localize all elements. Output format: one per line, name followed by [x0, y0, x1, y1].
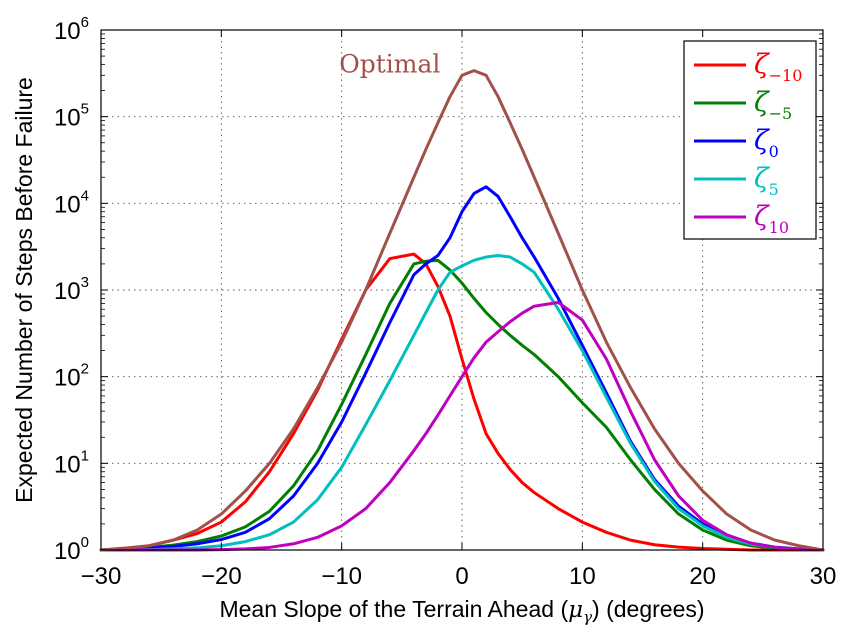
y-tick-label: 101	[54, 447, 89, 478]
x-axis-label-symbol: μ	[568, 597, 583, 623]
annotations: Optimal	[339, 49, 440, 78]
y-axis-label: Expected Number of Steps Before Failure	[11, 77, 37, 503]
x-tick-label: 20	[689, 563, 716, 590]
x-axis-label-text: Mean Slope of the Terrain Ahead	[219, 596, 554, 622]
y-tick-label: 105	[54, 101, 89, 132]
annotation-optimal: Optimal	[339, 49, 440, 78]
y-tick-label: 106	[54, 14, 89, 45]
x-tick-label: −10	[321, 563, 362, 590]
x-tick-label: −30	[81, 563, 122, 590]
x-axis-label-unit: (degrees)	[606, 596, 704, 622]
x-tick-label: 30	[810, 563, 837, 590]
x-tick-label: 10	[569, 563, 596, 590]
y-tick-label: 104	[54, 187, 89, 218]
x-tick-label: 0	[455, 563, 468, 590]
y-tick-label: 102	[54, 361, 89, 392]
x-axis-label: Mean Slope of the Terrain Ahead (μγ) (de…	[219, 596, 704, 626]
x-tick-label: −20	[201, 563, 242, 590]
x-axis-label-symbol-sub: γ	[583, 608, 592, 626]
y-tick-label: 100	[54, 534, 89, 565]
y-tick-label: 103	[54, 274, 89, 305]
